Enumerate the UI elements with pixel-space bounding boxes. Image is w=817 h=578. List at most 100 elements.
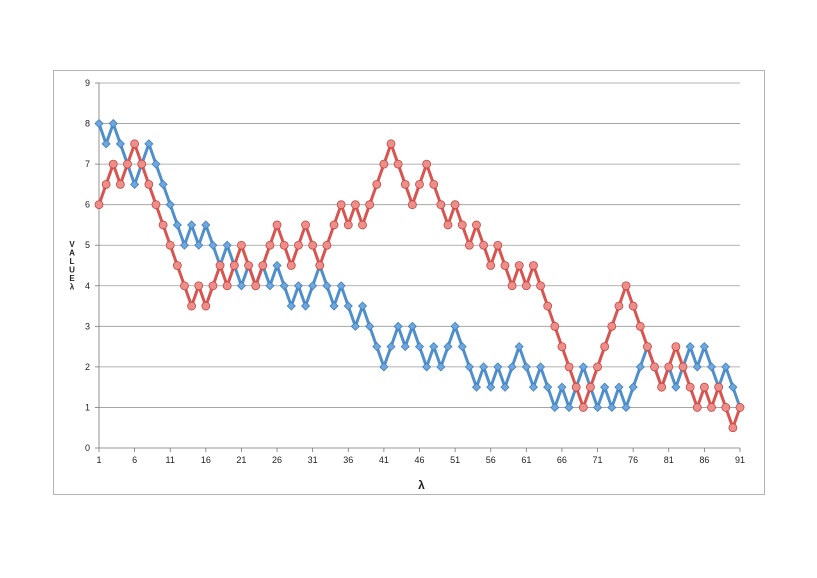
data-point (422, 362, 432, 372)
data-point (115, 179, 125, 189)
data-point (322, 240, 332, 250)
data-point (308, 240, 318, 250)
x-tick-label: 91 (735, 455, 745, 465)
data-point (500, 382, 510, 392)
axes (95, 82, 741, 452)
data-point (514, 342, 524, 352)
data-point (279, 281, 289, 291)
data-point (422, 159, 432, 169)
data-point (692, 362, 702, 372)
data-point (144, 139, 154, 149)
data-point (721, 362, 731, 372)
data-point (343, 220, 353, 230)
data-point (621, 402, 631, 413)
data-point (436, 200, 446, 210)
data-point (336, 281, 346, 291)
data-point (536, 362, 546, 372)
x-tick-label: 71 (593, 455, 603, 465)
y-title-char: U (69, 266, 75, 275)
data-point (400, 342, 410, 352)
x-tick-label: 21 (236, 455, 246, 465)
data-point (657, 382, 667, 392)
y-tick-label: 8 (85, 119, 90, 129)
y-title-char: A (69, 249, 75, 258)
data-point (628, 382, 638, 392)
data-point (735, 403, 745, 412)
data-point (450, 200, 460, 210)
data-point (706, 362, 717, 372)
data-point (400, 179, 410, 189)
data-point (692, 403, 702, 412)
data-point (379, 362, 389, 372)
data-point (699, 342, 709, 352)
data-point (365, 321, 375, 331)
data-point (265, 281, 275, 291)
data-point (429, 179, 439, 189)
x-tick-label: 6 (132, 455, 137, 465)
data-point (343, 301, 353, 311)
data-point (671, 382, 681, 392)
data-point (144, 179, 154, 189)
data-point (108, 159, 118, 169)
grid-lines (99, 82, 740, 408)
y-title-char: L (70, 257, 75, 266)
data-point (279, 240, 289, 250)
data-point (450, 321, 460, 331)
data-point (443, 220, 453, 230)
data-point (258, 261, 268, 270)
data-point (101, 139, 111, 149)
data-point (728, 382, 738, 392)
data-point (592, 402, 603, 413)
data-point (564, 402, 574, 413)
data-point (137, 159, 147, 169)
data-point (101, 179, 111, 189)
data-point (265, 240, 275, 250)
data-point (180, 281, 189, 291)
y-tick-label: 0 (85, 443, 90, 453)
data-point (151, 200, 161, 210)
x-tick-label: 36 (343, 455, 353, 465)
data-point (479, 240, 489, 250)
data-point (621, 281, 631, 291)
data-point (486, 261, 496, 270)
data-point (500, 261, 510, 270)
data-point (123, 159, 132, 169)
data-point (600, 382, 610, 392)
data-point (251, 281, 261, 291)
x-tick-label: 31 (308, 455, 318, 465)
data-point (578, 403, 588, 412)
data-point (607, 321, 617, 331)
data-point (614, 382, 624, 392)
y-tick-labels: 0 1 2 3 4 5 6 7 8 9 (85, 78, 90, 453)
data-point (208, 281, 218, 291)
data-point (294, 240, 303, 250)
x-tick-label: 51 (450, 455, 460, 465)
data-point (521, 281, 531, 291)
data-point (350, 321, 360, 331)
data-point (293, 281, 303, 291)
data-point (208, 240, 218, 250)
data-point (187, 220, 197, 230)
data-point (372, 342, 382, 352)
series-1 (94, 118, 745, 413)
data-point (165, 200, 175, 210)
data-point (571, 382, 581, 392)
data-point (244, 261, 253, 270)
data-point (514, 261, 524, 270)
data-point (179, 240, 190, 250)
data-point (457, 342, 467, 352)
data-point (194, 240, 204, 250)
data-point (635, 321, 645, 331)
data-point (358, 220, 367, 230)
data-point (493, 240, 503, 250)
data-point (721, 403, 731, 412)
data-point (578, 362, 588, 372)
x-tick-label: 56 (486, 455, 496, 465)
x-tick-label: 16 (201, 455, 211, 465)
y-tick-label: 3 (85, 321, 90, 331)
data-point (130, 139, 140, 149)
data-point (329, 301, 339, 311)
